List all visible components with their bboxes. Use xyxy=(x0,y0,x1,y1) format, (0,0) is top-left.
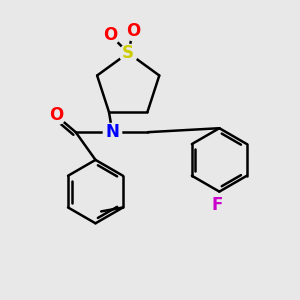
Text: O: O xyxy=(126,22,140,40)
Text: O: O xyxy=(103,26,118,44)
Text: N: N xyxy=(105,123,119,141)
Text: S: S xyxy=(122,44,134,62)
Text: F: F xyxy=(212,196,223,214)
Text: O: O xyxy=(49,106,63,124)
